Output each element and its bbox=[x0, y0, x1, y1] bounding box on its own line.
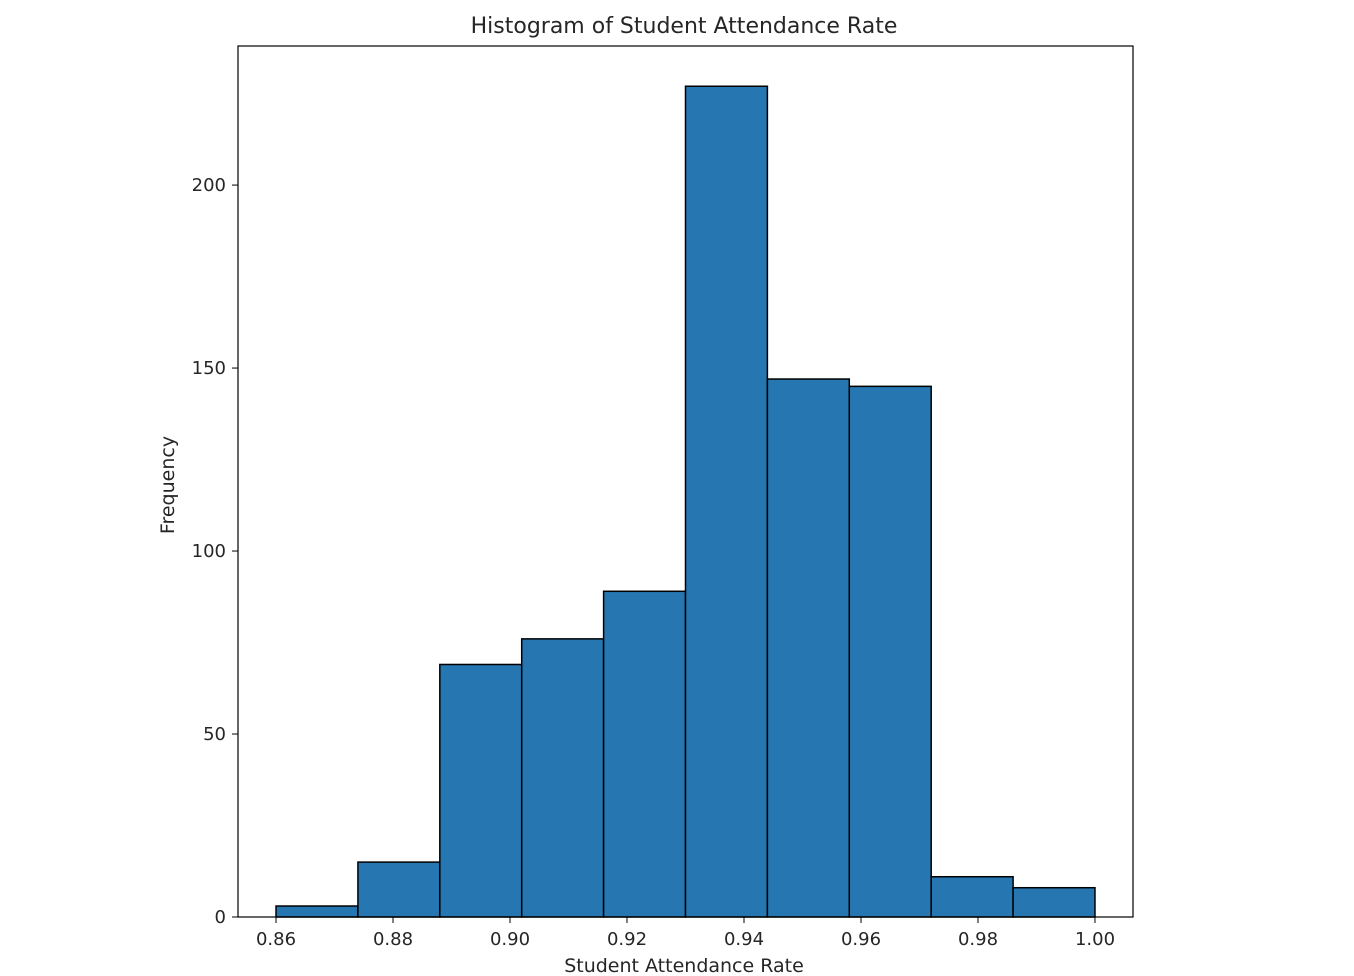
x-tick-label: 0.90 bbox=[490, 929, 530, 950]
x-tick-label: 0.86 bbox=[256, 929, 296, 950]
histogram-bar bbox=[357, 861, 441, 918]
y-tick-label: 100 bbox=[192, 541, 226, 562]
y-tick-label: 0 bbox=[215, 907, 226, 928]
x-axis: 0.86 0.88 0.90 0.92 0.94 0.96 0.98 1.00 bbox=[256, 917, 1115, 950]
plot-frame bbox=[237, 45, 1134, 918]
histogram-bar bbox=[848, 385, 932, 918]
y-axis: 0 50 100 150 200 bbox=[192, 175, 238, 928]
histogram-bar bbox=[930, 875, 1014, 918]
histogram-bar bbox=[439, 663, 523, 918]
y-tick-label: 200 bbox=[192, 175, 226, 196]
histogram-bar bbox=[766, 378, 851, 918]
y-tick-label: 50 bbox=[203, 724, 226, 745]
histogram-bar bbox=[602, 590, 687, 918]
histogram-bar bbox=[1012, 886, 1096, 918]
histogram-bar bbox=[520, 638, 605, 918]
x-axis-label: Student Attendance Rate bbox=[564, 955, 804, 976]
x-tick-label: 0.92 bbox=[607, 929, 647, 950]
histogram-bar bbox=[684, 85, 769, 918]
x-tick-label: 0.96 bbox=[841, 929, 881, 950]
x-tick-label: 0.98 bbox=[958, 929, 998, 950]
bars-group bbox=[275, 85, 1096, 918]
x-tick-label: 1.00 bbox=[1075, 929, 1115, 950]
histogram-bar bbox=[275, 905, 359, 918]
x-tick-label: 0.94 bbox=[724, 929, 764, 950]
x-tick-label: 0.88 bbox=[373, 929, 413, 950]
y-tick-label: 150 bbox=[192, 358, 226, 379]
y-axis-label: Frequency bbox=[157, 436, 179, 534]
chart-title: Histogram of Student Attendance Rate bbox=[471, 14, 898, 39]
